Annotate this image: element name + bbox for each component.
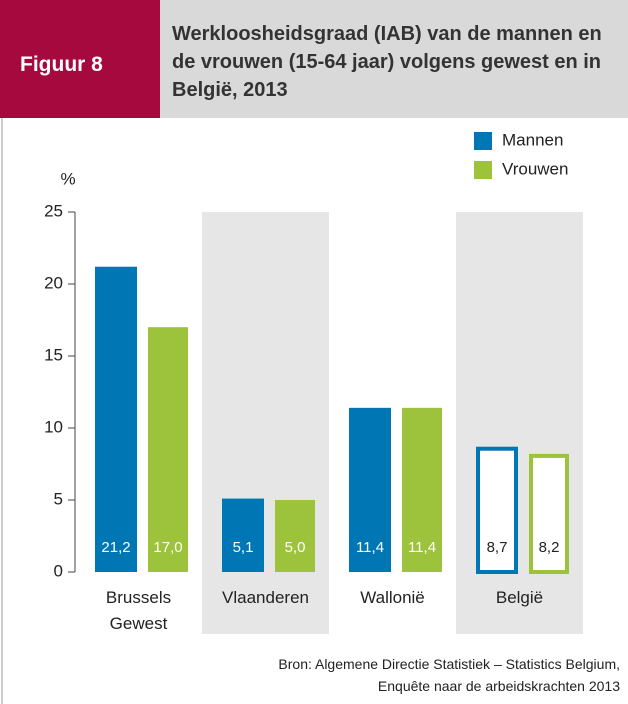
y-tick-label: 5 [54,489,63,508]
value-label: 5,1 [233,539,254,556]
value-label: 5,0 [285,539,306,556]
legend-label: Mannen [502,130,563,149]
y-tick-label: 20 [44,273,63,292]
legend-swatch [474,132,492,150]
legend-swatch [474,161,492,179]
value-label: 11,4 [408,539,436,556]
bar [349,407,391,572]
y-tick-label: 10 [44,417,63,436]
x-tick-label: Wallonië [360,588,425,607]
bar [95,266,137,572]
y-tick-label: 0 [54,561,63,580]
bar [275,500,315,572]
y-tick-label: 25 [44,201,63,220]
x-tick-label: Vlaanderen [222,588,309,607]
source-note: Enquête naar de arbeidskrachten 2013 [377,678,620,694]
value-label: 8,7 [487,539,508,556]
bar [402,407,442,572]
value-label: 21,2 [101,539,130,556]
y-axis-label: % [60,169,75,188]
x-tick-label: Brussels Gewest [105,588,172,633]
bar [222,498,264,572]
bar [148,327,188,572]
bar [476,446,518,574]
bar [529,453,569,575]
y-tick-label: 15 [44,345,63,364]
chart-title: Werkloosheidsgraad (IAB) van de mannen e… [160,0,628,118]
value-label: 8,2 [539,539,560,556]
figure-label: Figuur 8 [0,0,160,118]
legend-label: Vrouwen [502,159,568,178]
value-label: 17,0 [153,539,182,556]
x-tick-label: België [495,588,544,607]
value-label: 11,4 [356,539,384,556]
source-note: Bron: Algemene Directie Statistiek – Sta… [278,656,620,672]
